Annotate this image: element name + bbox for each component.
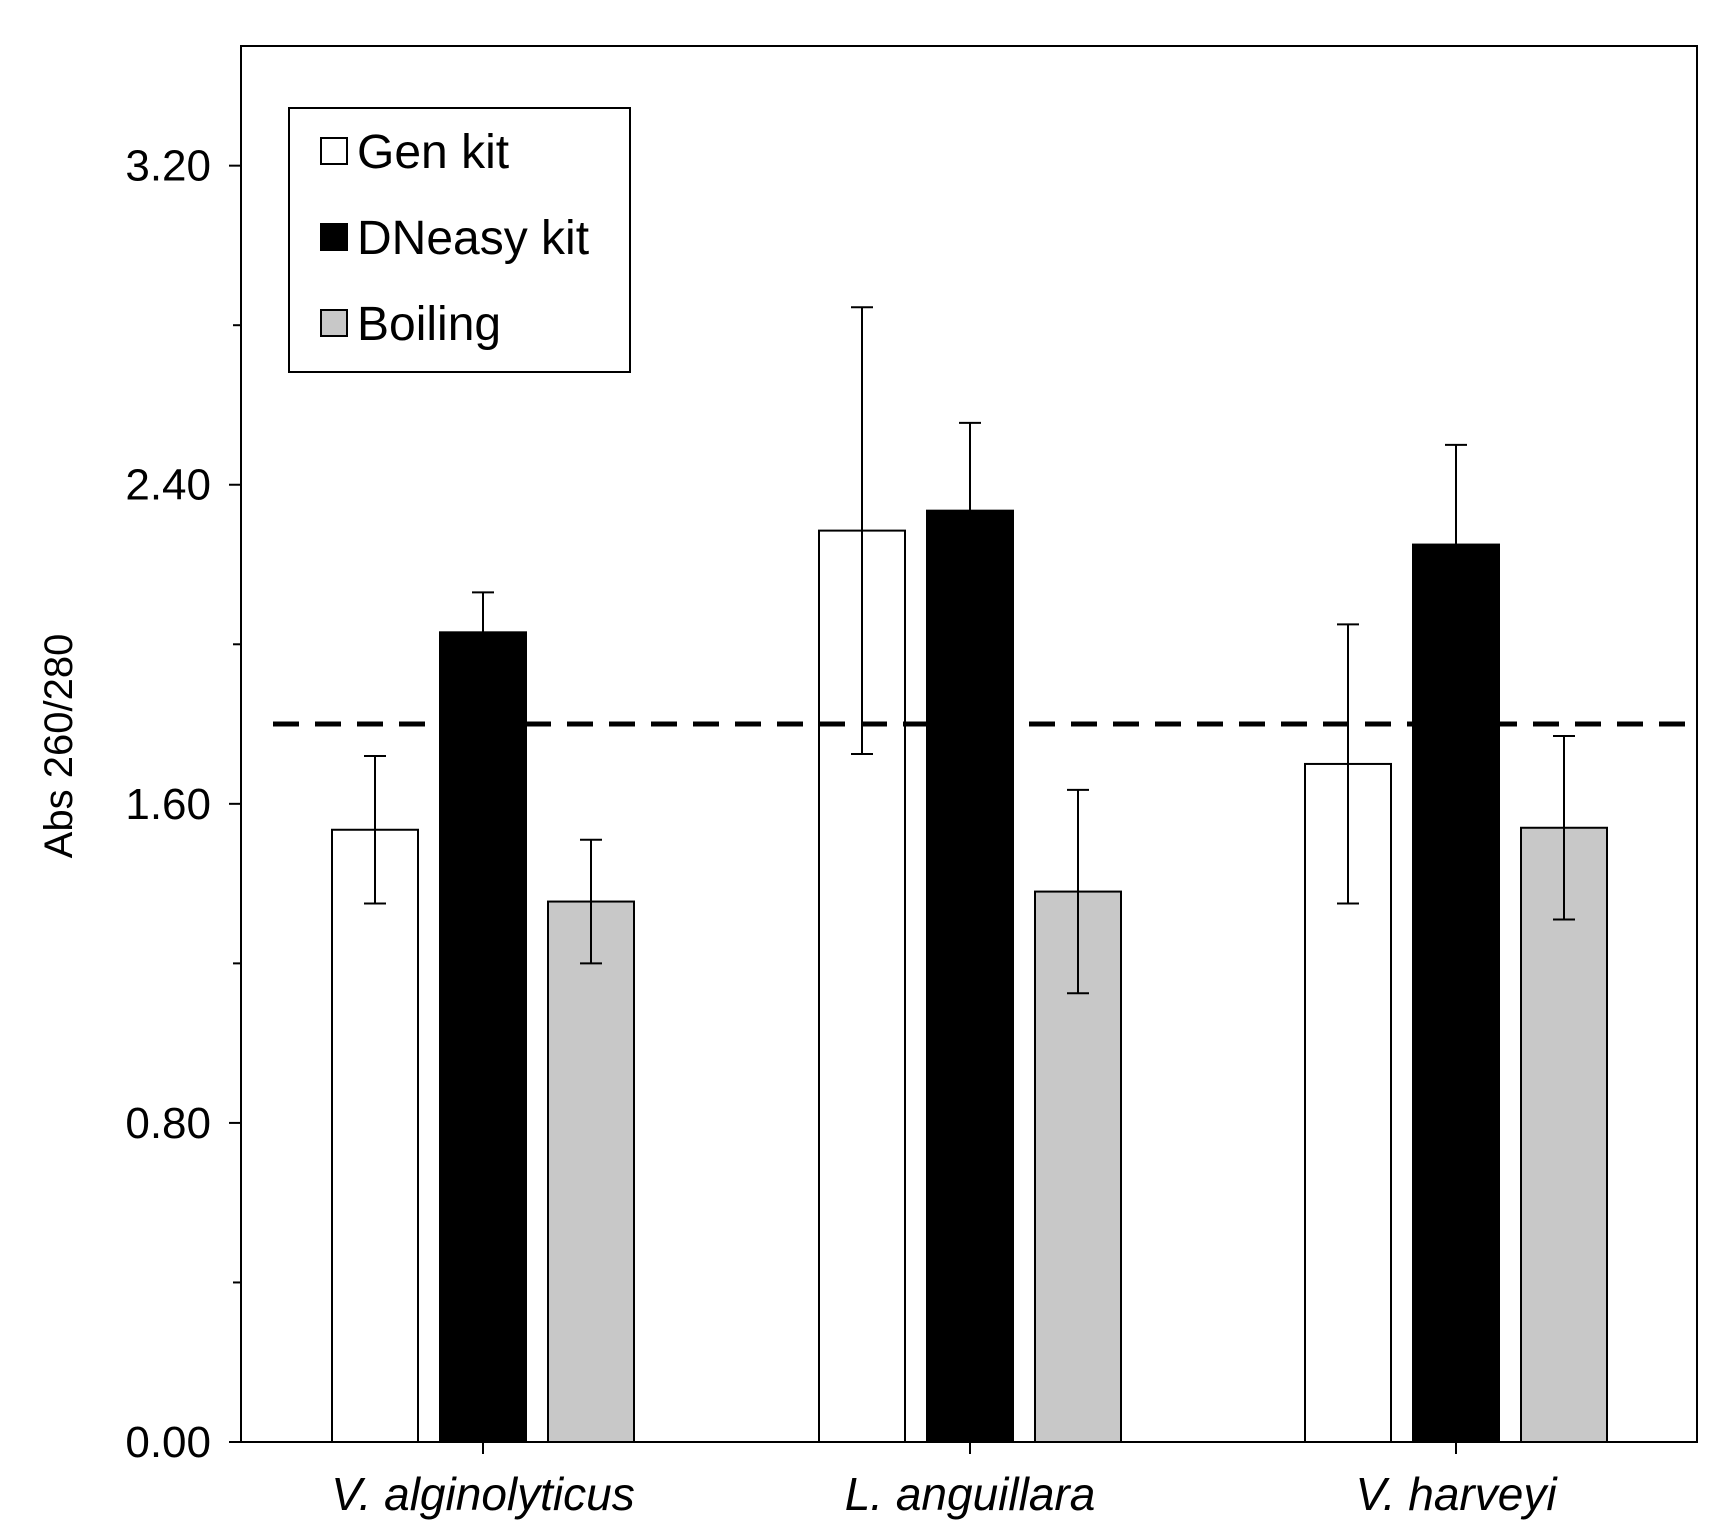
bar-dneasy-kit-l-anguillara: [926, 509, 1014, 1443]
bars: [331, 509, 1608, 1443]
bar-dneasy-kit-v-alginolyticus: [439, 631, 527, 1443]
y-tick-label: 0.00: [125, 1418, 211, 1467]
y-tick-label: 1.60: [125, 780, 211, 829]
x-tick-label: V. harveyi: [1355, 1468, 1558, 1520]
x-tick-label: L. anguillara: [845, 1468, 1096, 1520]
legend-label-boiling: Boiling: [357, 298, 501, 351]
x-axis: V. alginolyticus L. anguillara V. harveyi: [331, 1442, 1558, 1520]
y-axis: 0.00 0.80 1.60 2.40 3.20: [125, 142, 241, 1467]
x-tick-label: V. alginolyticus: [331, 1468, 634, 1520]
legend-swatch-gen-kit: [320, 137, 348, 165]
legend-label-dneasy-kit: DNeasy kit: [357, 212, 589, 265]
plot-frame: [240, 45, 1698, 1443]
y-axis-label: Abs 260/280: [37, 634, 81, 859]
legend-label-gen-kit: Gen kit: [357, 126, 509, 179]
error-bars: [364, 306, 1575, 995]
legend: Gen kit DNeasy kit Boiling: [288, 107, 631, 373]
y-tick-label: 0.80: [125, 1099, 211, 1148]
legend-swatch-dneasy-kit: [320, 223, 348, 251]
bar-gen-kit-v-alginolyticus: [331, 828, 419, 1443]
legend-swatch-boiling: [320, 309, 348, 337]
y-tick-label: 2.40: [125, 461, 211, 510]
bar-boiling-v-alginolyticus: [547, 900, 635, 1443]
y-tick-label: 3.20: [125, 142, 211, 191]
bar-dneasy-kit-v-harveyi: [1412, 543, 1500, 1443]
